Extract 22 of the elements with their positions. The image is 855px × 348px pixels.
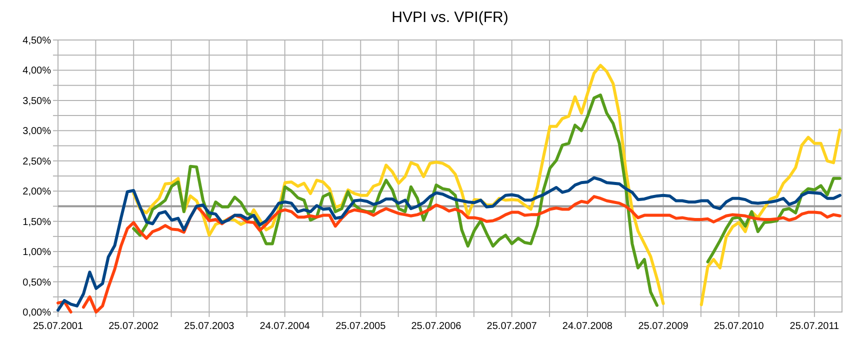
x-tick-label: 25.07.2009 — [638, 321, 689, 332]
x-tick-label: 24.07.2004 — [260, 321, 310, 332]
x-tick-label: 25.07.2011 — [790, 321, 840, 332]
x-tick-label: 24.07.2008 — [562, 321, 613, 332]
x-tick-label: 25.07.2003 — [184, 321, 235, 332]
y-tick-label: 1,50% — [22, 216, 52, 228]
y-tick-label: 0,50% — [22, 277, 52, 288]
y-tick-label: 4,50% — [22, 36, 52, 46]
y-tick-label: 2,00% — [22, 186, 52, 198]
y-tick-label: 4,00% — [22, 66, 52, 77]
x-tick-label: 25.07.2002 — [108, 321, 160, 332]
y-tick-label: 0,00% — [22, 308, 52, 318]
y-tick-label: 2,50% — [22, 156, 52, 168]
x-tick-label: 25.07.2007 — [486, 321, 538, 332]
chart-title: HVPI vs. VPI(FR) — [392, 9, 508, 26]
y-tick-label: 1,00% — [22, 247, 52, 258]
x-tick-label: 25.07.2010 — [714, 321, 764, 332]
x-tick-label: 25.07.2006 — [411, 321, 462, 332]
x-tick-label: 25.07.2005 — [336, 321, 386, 332]
x-tick-label: 25.07.2001 — [32, 321, 84, 332]
y-tick-label: 3,50% — [22, 96, 52, 107]
y-tick-label: 3,00% — [22, 126, 52, 138]
